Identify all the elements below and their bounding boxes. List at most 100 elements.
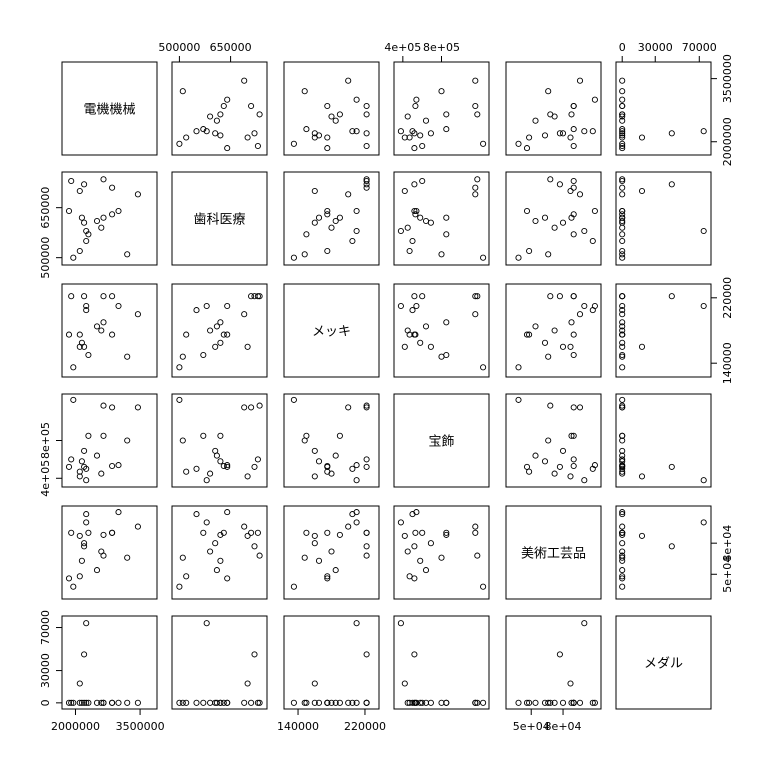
data-point (422, 699, 430, 706)
data-point (176, 140, 183, 147)
data-point (68, 699, 75, 706)
panel-1-0 (61, 171, 158, 266)
data-point (324, 573, 331, 580)
data-point (545, 437, 552, 444)
data-point (345, 191, 352, 198)
data-point (589, 128, 596, 135)
data-point (328, 113, 335, 120)
data-point (78, 699, 85, 706)
data-point (83, 227, 90, 235)
data-point (324, 145, 331, 152)
data-point (70, 583, 77, 590)
data-point (345, 523, 352, 530)
data-point (200, 699, 207, 706)
data-point (100, 402, 107, 409)
data-point (668, 543, 675, 550)
data-point (619, 509, 626, 516)
data-point (241, 311, 248, 318)
data-point (397, 519, 404, 526)
data-point (100, 293, 107, 300)
data-point (523, 207, 531, 215)
data-point (224, 302, 231, 310)
data-point (551, 327, 558, 334)
data-point (301, 251, 308, 258)
data-point (474, 699, 481, 706)
data-point (515, 140, 522, 147)
data-point (397, 302, 404, 310)
data-point (100, 432, 107, 439)
data-point (256, 111, 263, 118)
data-point (109, 462, 116, 470)
data-point (109, 404, 116, 411)
data-point (638, 532, 646, 539)
data-point (619, 191, 626, 198)
panel-frame (505, 61, 602, 156)
panel-frame (61, 171, 158, 266)
data-point (559, 219, 567, 226)
data-point (81, 463, 88, 470)
data-point (570, 126, 577, 133)
data-point (472, 184, 479, 191)
panel-frame (393, 283, 490, 378)
data-point (109, 529, 116, 536)
panel-1-1: 歯科医療 (171, 171, 268, 266)
data-point (98, 699, 105, 706)
data-point (619, 575, 626, 582)
data-point (427, 219, 434, 226)
data-point (474, 293, 481, 300)
data-point (411, 543, 418, 550)
data-point (207, 327, 214, 334)
data-point (591, 207, 598, 215)
data-point (336, 531, 343, 538)
data-point (547, 402, 554, 409)
panel-0-0: 電機機械 (61, 61, 158, 156)
data-point (427, 699, 434, 706)
data-point (515, 254, 522, 261)
data-point (203, 519, 210, 526)
data-point (523, 463, 531, 470)
data-point (700, 227, 707, 235)
data-point (324, 699, 331, 706)
data-point (203, 477, 210, 484)
data-point (567, 473, 574, 480)
data-point (332, 217, 339, 225)
data-point (83, 699, 90, 706)
panel-frame (393, 505, 490, 600)
data-point (256, 402, 263, 409)
data-point (328, 548, 335, 555)
data-point (311, 134, 318, 141)
data-point (412, 529, 419, 536)
tick-label: 500000 (158, 41, 200, 54)
data-point (353, 519, 360, 526)
data-point (183, 699, 190, 706)
data-point (619, 224, 626, 231)
data-point (324, 575, 331, 582)
data-point (349, 699, 356, 706)
data-point (619, 470, 626, 477)
data-point (472, 311, 479, 318)
data-point (363, 529, 370, 536)
data-point (254, 529, 261, 536)
data-point (619, 302, 626, 310)
data-point (397, 620, 404, 627)
tick-label: 2000000 (721, 117, 734, 166)
data-point (76, 573, 83, 580)
data-point (70, 396, 77, 403)
panel-5-0 (61, 615, 158, 710)
data-point (472, 191, 479, 198)
data-point (413, 509, 420, 516)
panel-frame (171, 615, 268, 710)
data-point (411, 130, 418, 137)
tick-label: 3500000 (721, 54, 734, 103)
data-point (532, 699, 539, 706)
data-point (619, 364, 626, 371)
data-point (217, 699, 224, 706)
data-point (124, 699, 131, 706)
data-point (217, 557, 224, 564)
data-point (570, 699, 577, 706)
data-point (345, 77, 352, 84)
data-point (363, 404, 370, 411)
data-point (78, 557, 85, 564)
diagonal-label: 宝飾 (428, 435, 454, 450)
panel-1-4 (505, 171, 602, 266)
